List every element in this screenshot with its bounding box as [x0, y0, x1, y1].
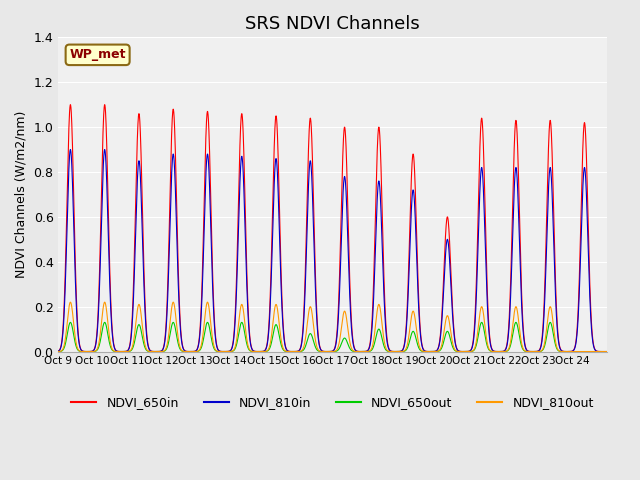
Y-axis label: NDVI Channels (W/m2/nm): NDVI Channels (W/m2/nm) [15, 111, 28, 278]
Legend: NDVI_650in, NDVI_810in, NDVI_650out, NDVI_810out: NDVI_650in, NDVI_810in, NDVI_650out, NDV… [67, 391, 599, 414]
Text: WP_met: WP_met [69, 48, 126, 61]
Title: SRS NDVI Channels: SRS NDVI Channels [245, 15, 420, 33]
